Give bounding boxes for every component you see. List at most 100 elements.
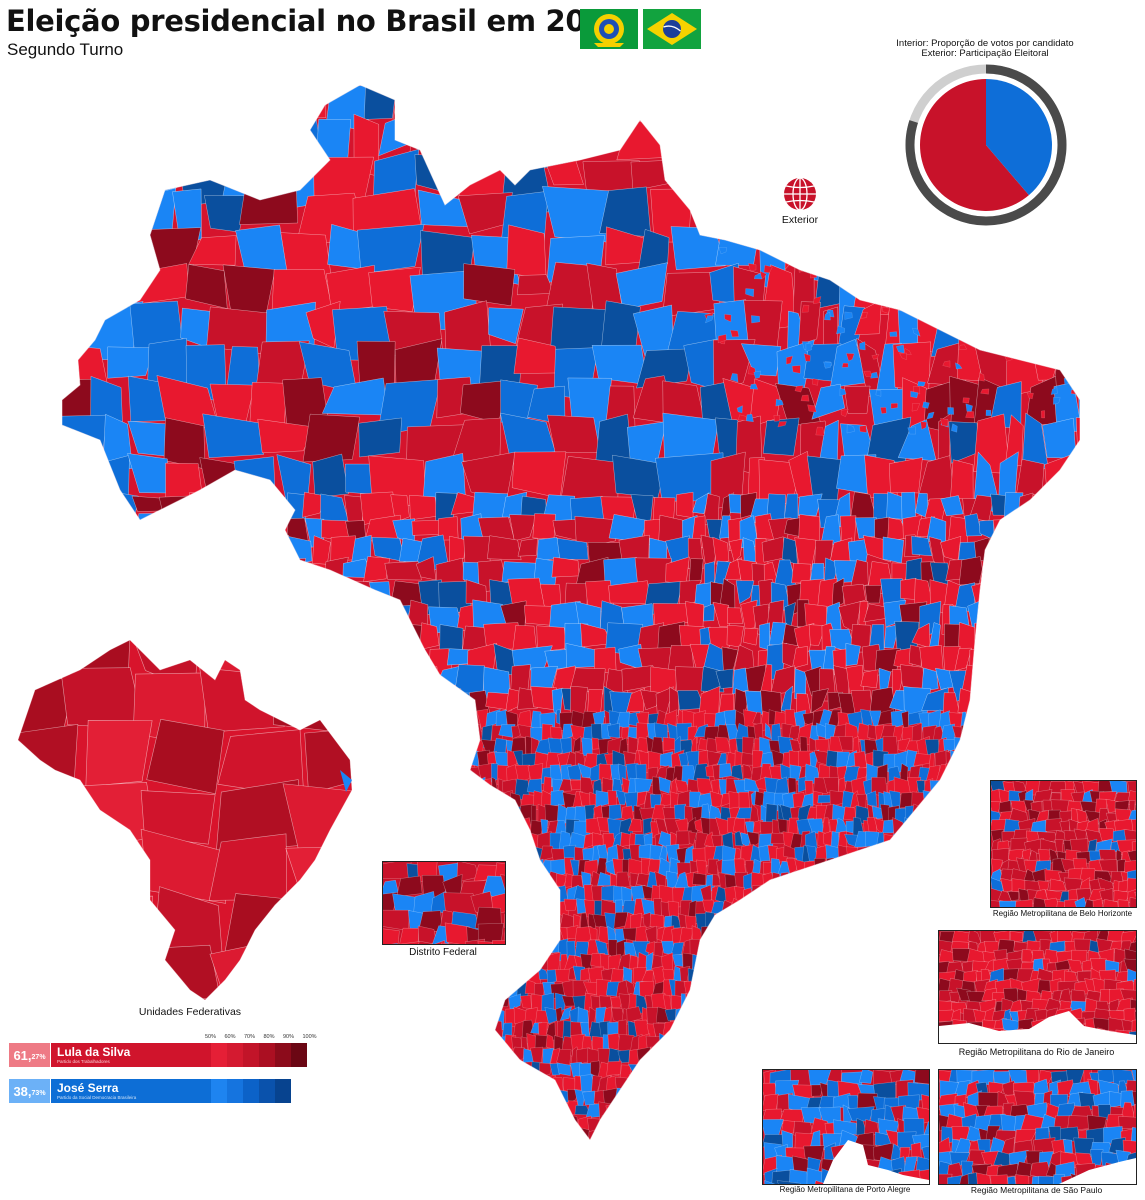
municipality-cell [299, 1142, 312, 1166]
municipality-cell [839, 887, 856, 905]
municipality-cell [972, 320, 980, 329]
municipality-cell [983, 738, 996, 755]
municipality-cell [373, 1021, 389, 1037]
municipality-cell [954, 647, 972, 672]
municipality-cell [957, 688, 976, 713]
municipality-cell [617, 1019, 627, 1037]
municipality-cell [1051, 583, 1076, 605]
municipality-cell [1045, 492, 1065, 529]
municipality-cell [433, 779, 445, 794]
municipality-cell [18, 831, 69, 912]
municipality-cell [262, 1142, 279, 1162]
municipality-cell [185, 1128, 202, 1140]
municipality-cell [825, 886, 841, 903]
municipality-cell [374, 1089, 388, 1111]
municipality-cell [1014, 625, 1042, 649]
municipality-cell [911, 1034, 923, 1058]
municipality-cell [887, 871, 898, 895]
municipality-cell [483, 1102, 495, 1121]
municipality-cell [684, 1087, 699, 1112]
municipality-cell [996, 282, 1001, 292]
municipality-cell [855, 871, 873, 890]
municipality-cell [204, 1116, 218, 1134]
municipality-cell [18, 942, 65, 1000]
municipality-cell [252, 1127, 267, 1140]
municipality-cell [314, 687, 330, 715]
municipality-cell [607, 1131, 621, 1140]
municipality-cell [339, 940, 355, 962]
municipality-cell [370, 871, 380, 890]
municipality-cell [1016, 709, 1031, 732]
municipality-cell [138, 1020, 151, 1045]
municipality-cell [373, 1113, 384, 1136]
municipality-cell [483, 1116, 494, 1134]
municipality-cell [463, 263, 516, 307]
municipality-cell [1004, 147, 1027, 189]
municipality-cell [1001, 724, 1018, 746]
municipality-cell [343, 1127, 352, 1140]
municipality-cell [680, 1021, 694, 1045]
municipality-cell [421, 832, 435, 849]
municipality-cell [917, 966, 928, 985]
municipality-cell [551, 556, 580, 578]
municipality-cell [429, 736, 440, 762]
municipality-cell [421, 1010, 437, 1026]
municipality-cell [355, 844, 370, 866]
municipality-cell [891, 253, 900, 260]
municipality-cell [133, 900, 151, 921]
municipality-cell [433, 1023, 448, 1040]
municipality-cell [381, 831, 395, 852]
municipality-cell [380, 643, 403, 667]
municipality-cell [497, 1128, 513, 1140]
municipality-cell [865, 226, 891, 266]
municipality-cell [225, 1021, 239, 1035]
municipality-cell [565, 1129, 574, 1140]
municipality-cell [922, 790, 934, 811]
municipality-cell [112, 1023, 123, 1036]
municipality-cell [95, 1101, 109, 1123]
municipality-cell [105, 1117, 120, 1131]
municipality-cell [62, 792, 72, 811]
municipality-cell [916, 234, 954, 276]
municipality-cell [392, 1130, 402, 1140]
municipality-cell [477, 1022, 494, 1037]
municipality-cell [450, 110, 513, 160]
municipality-cell [101, 1019, 115, 1045]
municipality-cell [357, 817, 369, 837]
municipality-cell [404, 1087, 415, 1106]
municipality-cell [127, 911, 142, 933]
municipality-cell [711, 938, 726, 960]
municipality-cell [864, 898, 877, 918]
municipality-cell [892, 848, 906, 867]
municipality-cell [457, 1007, 474, 1027]
municipality-cell [112, 830, 125, 849]
municipality-cell [1050, 262, 1080, 314]
municipality-cell [1027, 709, 1042, 727]
municipality-cell [64, 872, 80, 894]
municipality-cell [188, 235, 237, 266]
municipality-cell [80, 981, 94, 998]
municipality-cell [814, 967, 828, 981]
municipality-cell [996, 628, 1018, 657]
municipality-cell [1061, 112, 1080, 162]
municipality-cell [429, 1129, 442, 1140]
municipality-cell [798, 493, 823, 517]
municipality-cell [694, 1115, 703, 1135]
municipality-cell [638, 1128, 653, 1140]
municipality-cell [810, 1035, 821, 1054]
municipality-cell [787, 993, 799, 1015]
municipality-cell [637, 229, 670, 275]
municipality-cell [997, 277, 1005, 284]
municipality-cell [62, 451, 101, 501]
municipality-cell [965, 791, 976, 810]
municipality-cell [445, 1063, 457, 1079]
municipality-cell [864, 1046, 878, 1066]
municipality-cell [1041, 557, 1063, 581]
municipality-cell [225, 601, 263, 626]
municipality-cell [96, 939, 110, 964]
municipality-cell [281, 1009, 299, 1027]
municipality-cell [62, 414, 108, 466]
municipality-cell [93, 833, 107, 856]
municipality-cell [87, 992, 99, 1015]
municipality-cell [817, 1020, 829, 1043]
